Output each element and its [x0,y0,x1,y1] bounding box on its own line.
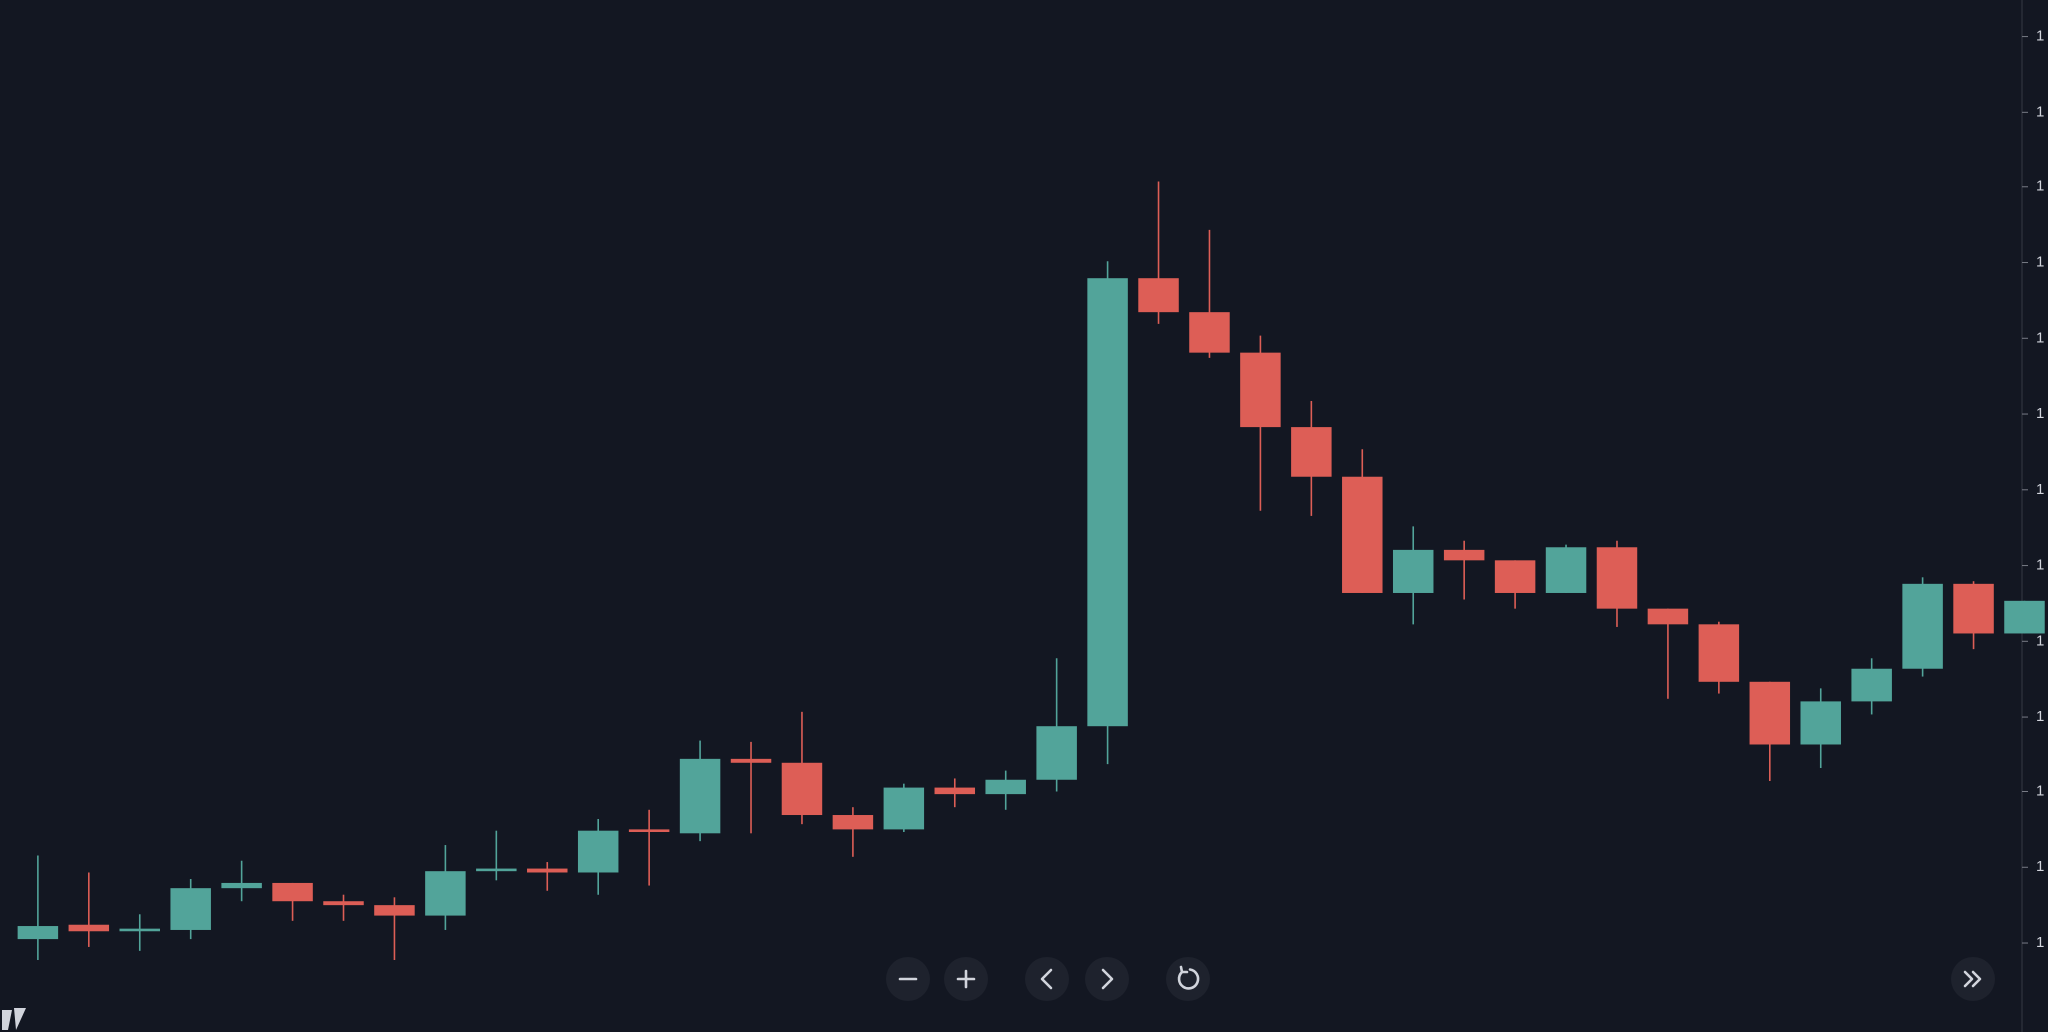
scroll-right-button[interactable] [1085,957,1129,1001]
candle-body [17,926,59,940]
y-tick-label: 1 [2036,481,2044,498]
candle-body [934,787,976,795]
scroll-left-button[interactable] [1025,957,1069,1001]
candle-body [1087,278,1128,727]
y-tick-label: 1 [2036,253,2044,270]
y-tick-label: 1 [2036,329,2044,346]
candle-body [1647,608,1689,625]
candle-body [119,928,160,932]
candle-body [1240,352,1281,428]
candle-body [1443,549,1485,561]
candle-body [577,830,619,873]
candle-body [170,888,211,930]
reset-button[interactable] [1166,957,1210,1001]
y-tick-label: 1 [2036,934,2044,951]
candle-body [1189,312,1230,353]
candle-body [1392,549,1434,593]
candle-body [781,762,823,816]
candle-body [1036,726,1077,780]
y-tick-label: 1 [2036,405,2044,422]
candle-body [221,882,262,889]
candle-body [1749,681,1791,745]
candle-body [425,871,466,916]
candle-body [1596,547,1638,609]
candle-body [2004,600,2045,634]
candle-body [68,924,110,932]
logo [2,1008,26,1030]
y-tick-label: 1 [2036,632,2044,649]
y-tick-label: 1 [2036,178,2044,195]
candle-body [1545,547,1587,593]
candle-body [985,779,1026,795]
y-tick-label: 1 [2036,782,2044,799]
candle-body [1138,278,1179,313]
scroll-to-realtime-button[interactable] [1951,957,1995,1001]
zoom-in-button[interactable] [944,957,988,1001]
candle-body [1698,624,1740,682]
candle-body [374,905,415,916]
candle-body [1851,668,1892,702]
y-tick-label: 1 [2036,708,2044,725]
plot: 1 1 1 1 1 1 1 1 1 1 1 1 1 [17,28,2045,960]
candle-body [272,882,313,902]
zoom-out-button[interactable] [886,957,930,1001]
y-tick-label: 1 [2036,28,2044,45]
y-tick-label: 1 [2036,557,2044,574]
candle-body [1494,560,1536,593]
candle-body [628,829,670,832]
candle-body [1902,583,1943,669]
candle-body [832,815,874,830]
candle-body [323,901,364,906]
candle-body [679,758,721,834]
candle-body [476,868,517,872]
candle-body [1800,701,1841,745]
candle-body [1342,476,1383,593]
candle-body [730,758,772,763]
candle-body [527,868,568,873]
toolbar [886,957,1995,1001]
y-tick-label: 1 [2036,103,2044,120]
candle-body [1291,427,1332,477]
candle-body [883,787,925,830]
y-tick-label: 1 [2036,858,2044,875]
candle-body [1953,583,1994,634]
